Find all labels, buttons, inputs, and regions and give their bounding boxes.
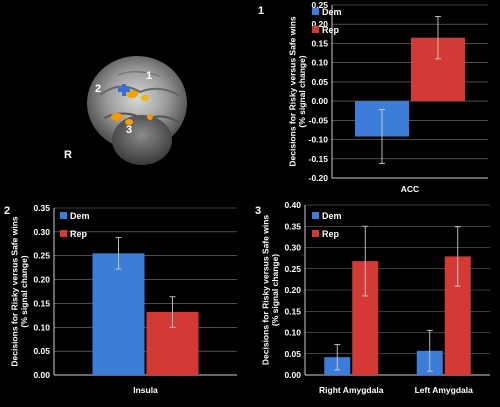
brain-sulcus bbox=[117, 71, 161, 77]
y-tick-label: -0.20 bbox=[309, 173, 329, 183]
legend-label: Dem bbox=[70, 211, 90, 221]
y-tick-label: 0.00 bbox=[311, 96, 328, 106]
y-tick-label: 0.05 bbox=[33, 346, 50, 356]
y-tick-label: -0.05 bbox=[309, 115, 329, 125]
y-axis-label: Decisions for Risky versus Safe wins(% s… bbox=[260, 215, 280, 366]
panel-number: 3 bbox=[255, 205, 261, 217]
activation-blob-orange bbox=[147, 114, 153, 120]
panel-number: 1 bbox=[258, 5, 264, 17]
activation-blob-orange bbox=[111, 113, 123, 121]
category-label: Right Amygdala bbox=[319, 385, 384, 395]
x-axis-label: Insula bbox=[133, 385, 158, 395]
brain-label-2: 2 bbox=[95, 83, 101, 95]
chart-panel-acc: 1 -0.20 -0.15 -0.10 -0.05 0.00 0.05 0.10 0.15 0.2… bbox=[250, 0, 500, 200]
amygdala-chart: 3 0.00 0.05 0.10 0.15 0.20 0.25 0.30 0.35 0.40 Dec… bbox=[255, 200, 490, 395]
y-tick-label: 0.15 bbox=[33, 298, 50, 308]
legend-label: Dem bbox=[322, 211, 342, 221]
x-axis-label: ACC bbox=[401, 184, 419, 194]
y-tick-label: 0.20 bbox=[284, 285, 301, 295]
activation-blob-orange bbox=[141, 95, 149, 101]
legend-label: Rep bbox=[70, 229, 88, 239]
activation-cross-blue bbox=[118, 84, 130, 96]
y-axis-label: Decisions for Risky versus Safe wins(% s… bbox=[287, 16, 307, 167]
y-axis-label: Decisions for Risky versus Safe wins(% s… bbox=[9, 216, 29, 367]
y-tick-label: 0.40 bbox=[284, 200, 301, 210]
y-tick-label: -0.10 bbox=[309, 135, 329, 145]
y-tick-label: 0.00 bbox=[33, 370, 50, 380]
y-tick-label: 0.25 bbox=[284, 264, 301, 274]
dem-bar bbox=[92, 253, 145, 375]
brain-image: 1 2 3 R bbox=[64, 56, 187, 165]
insula-chart: 2 0.00 0.05 0.10 0.15 0.20 0.25 0.30 0.35 Decisio… bbox=[4, 203, 237, 395]
legend-label: Rep bbox=[322, 25, 340, 35]
y-tick-label: 0.10 bbox=[33, 322, 50, 332]
category-label: Left Amygdala bbox=[415, 385, 474, 395]
brain-image-panel: 1 2 3 R bbox=[0, 0, 250, 200]
y-tick-label: -0.15 bbox=[309, 154, 329, 164]
legend-swatch bbox=[312, 212, 319, 219]
y-tick-label: 0.10 bbox=[284, 328, 301, 338]
legend-swatch bbox=[60, 230, 67, 237]
legend-swatch bbox=[312, 26, 319, 33]
y-tick-label: 0.20 bbox=[33, 275, 50, 285]
y-tick-label: 0.00 bbox=[284, 370, 301, 380]
orientation-label: R bbox=[64, 149, 72, 161]
legend-swatch bbox=[312, 230, 319, 237]
y-tick-label: 0.25 bbox=[33, 251, 50, 261]
y-tick-label: 0.15 bbox=[311, 38, 328, 48]
legend-swatch bbox=[60, 212, 67, 219]
y-tick-label: 0.30 bbox=[33, 227, 50, 237]
brain-label-1: 1 bbox=[146, 70, 152, 82]
legend-swatch bbox=[312, 8, 319, 15]
y-tick-label: 0.10 bbox=[311, 58, 328, 68]
y-tick-label: 0.30 bbox=[284, 243, 301, 253]
acc-chart: 1 -0.20 -0.15 -0.10 -0.05 0.00 0.05 0.10 0.15 0.2… bbox=[258, 0, 488, 194]
y-tick-label: 0.05 bbox=[284, 349, 301, 359]
brain-cerebellum-shape bbox=[112, 115, 172, 165]
legend-label: Dem bbox=[322, 7, 342, 17]
y-tick-label: 0.05 bbox=[311, 77, 328, 87]
activation-blob-orange bbox=[125, 119, 133, 125]
y-tick-label: 0.25 bbox=[311, 0, 328, 10]
legend-label: Rep bbox=[322, 229, 340, 239]
chart-panel-amygdala: 3 0.00 0.05 0.10 0.15 0.20 0.25 0.30 0.35 0.40 Dec… bbox=[250, 200, 500, 402]
y-tick-label: 0.15 bbox=[284, 306, 301, 316]
y-tick-label: 0.35 bbox=[33, 203, 50, 213]
brain-sulcus bbox=[99, 85, 181, 97]
y-tick-label: 0.35 bbox=[284, 221, 301, 231]
panel-number: 2 bbox=[4, 205, 10, 217]
brain-label-3: 3 bbox=[126, 124, 132, 136]
y-tick-label: 0.20 bbox=[311, 19, 328, 29]
chart-panel-insula: 2 0.00 0.05 0.10 0.15 0.20 0.25 0.30 0.35 Decisio… bbox=[0, 200, 250, 402]
